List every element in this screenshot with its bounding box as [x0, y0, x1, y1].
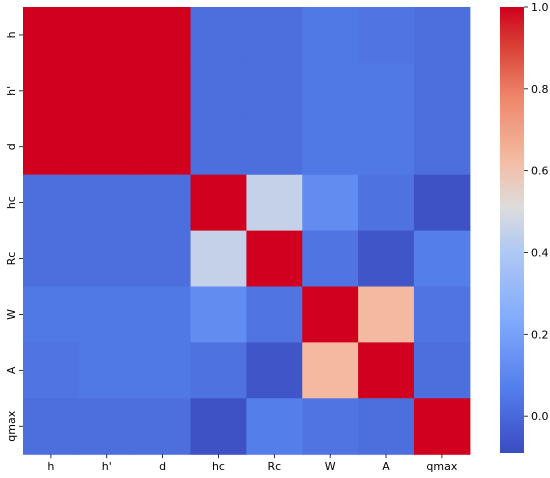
heatmap-cell-W-A — [358, 286, 415, 343]
y-tick-label: h' — [5, 86, 18, 96]
heatmap-cell-qmax-qmax — [413, 398, 471, 455]
colorbar-tick-label: 0.2 — [531, 328, 549, 341]
heatmap-cell-Rc-qmax — [413, 230, 471, 288]
colorbar-tick-label: 0.8 — [531, 83, 549, 96]
colorbar-tick-label: 0.4 — [531, 247, 549, 260]
heatmap-cell-hc-Rc — [246, 174, 303, 232]
heatmap-cell-W-d — [134, 286, 192, 343]
heatmap-cell-qmax-d — [134, 398, 192, 455]
heatmap-cell-W-W — [302, 286, 359, 343]
heatmap-cell-h'-d — [134, 62, 192, 120]
heatmap-cell-d-h — [23, 118, 80, 176]
heatmap-cell-Rc-Rc — [246, 230, 303, 288]
heatmap-cell-W-Rc — [246, 286, 303, 343]
heatmap-cell-qmax-Rc — [246, 398, 303, 455]
y-tick-label: hc — [5, 196, 18, 209]
x-tick-label: Rc — [267, 460, 281, 473]
heatmap-cell-A-h — [23, 342, 80, 399]
y-tick-label: d — [5, 143, 18, 150]
heatmap-cell-W-hc — [190, 286, 247, 343]
heatmap-cell-A-hc — [190, 342, 247, 399]
heatmap-cell-qmax-A — [358, 398, 415, 455]
heatmap-cell-d-W — [302, 118, 359, 176]
heatmap-cell-h-h — [23, 7, 80, 64]
heatmap-cell-A-h' — [78, 342, 136, 399]
heatmap-cell-hc-hc — [190, 174, 247, 232]
heatmap-cell-h'-W — [302, 62, 359, 120]
heatmap-cell-d-qmax — [413, 118, 471, 176]
heatmap-cell-Rc-h' — [78, 230, 136, 288]
x-tick-label: h — [47, 460, 54, 473]
x-tick-label: hc — [212, 460, 225, 473]
heatmap-cell-d-h' — [78, 118, 136, 176]
heatmap-cell-h'-Rc — [246, 62, 303, 120]
heatmap-cell-d-d — [134, 118, 192, 176]
y-tick-label: qmax — [5, 410, 18, 441]
heatmap-cell-d-Rc — [246, 118, 303, 176]
colorbar-tick-label: 0.6 — [531, 165, 549, 178]
heatmap-cell-d-A — [358, 118, 415, 176]
heatmap-cell-h-d — [134, 7, 192, 64]
heatmap-cell-qmax-W — [302, 398, 359, 455]
heatmap-cell-hc-h' — [78, 174, 136, 232]
colorbar-gradient — [500, 7, 524, 453]
heatmap-cell-h-qmax — [413, 7, 471, 64]
y-tick-label: h — [5, 31, 18, 38]
heatmap-cell-A-Rc — [246, 342, 303, 399]
heatmap-cell-qmax-h' — [78, 398, 136, 455]
heatmap-cell-hc-h — [23, 174, 80, 232]
heatmap-cell-A-d — [134, 342, 192, 399]
heatmap-cell-h-h' — [78, 7, 136, 64]
heatmap-cell-hc-A — [358, 174, 415, 232]
heatmap-cell-Rc-h — [23, 230, 80, 288]
heatmap-cell-A-W — [302, 342, 359, 399]
x-tick-label: qmax — [426, 460, 457, 473]
heatmap-cell-h'-A — [358, 62, 415, 120]
heatmap-cell-hc-qmax — [413, 174, 471, 232]
y-tick-label: W — [5, 309, 18, 320]
heatmap-cell-h'-qmax — [413, 62, 471, 120]
heatmap-cell-A-A — [358, 342, 415, 399]
heatmap-cell-Rc-W — [302, 230, 359, 288]
heatmap-cell-hc-W — [302, 174, 359, 232]
colorbar: 0.0 0.2 0.4 0.6 0.8 1.0 — [500, 1, 549, 453]
heatmap-cell-h-A — [358, 7, 415, 64]
heatmap-cell-h'-h' — [78, 62, 136, 120]
x-tick-label: d — [159, 460, 166, 473]
colorbar-tick-label: 0.0 — [531, 410, 549, 423]
x-tick-label: h' — [102, 460, 112, 473]
heatmap-cell-h'-h — [23, 62, 80, 120]
heatmap-cell-h-hc — [190, 7, 247, 64]
heatmap-cell-Rc-A — [358, 230, 415, 288]
heatmap-cell-h-W — [302, 7, 359, 64]
heatmap-cell-d-hc — [190, 118, 247, 176]
heatmap-cell-qmax-h — [23, 398, 80, 455]
heatmap-cell-Rc-hc — [190, 230, 247, 288]
heatmap-cell-A-qmax — [413, 342, 471, 399]
colorbar-tick-label: 1.0 — [531, 1, 549, 14]
heatmap-cell-h-Rc — [246, 7, 303, 64]
x-tick-label: A — [382, 460, 390, 473]
y-tick-label: Rc — [5, 252, 18, 266]
heatmap-cell-W-h — [23, 286, 80, 343]
heatmap-cells — [23, 7, 471, 455]
heatmap-cell-W-qmax — [413, 286, 471, 343]
heatmap-cell-hc-d — [134, 174, 192, 232]
heatmap-cell-qmax-hc — [190, 398, 247, 455]
y-tick-label: A — [5, 366, 18, 374]
heatmap-cell-h'-hc — [190, 62, 247, 120]
heatmap-cell-W-h' — [78, 286, 136, 343]
heatmap-cell-Rc-d — [134, 230, 192, 288]
x-tick-label: W — [325, 460, 336, 473]
